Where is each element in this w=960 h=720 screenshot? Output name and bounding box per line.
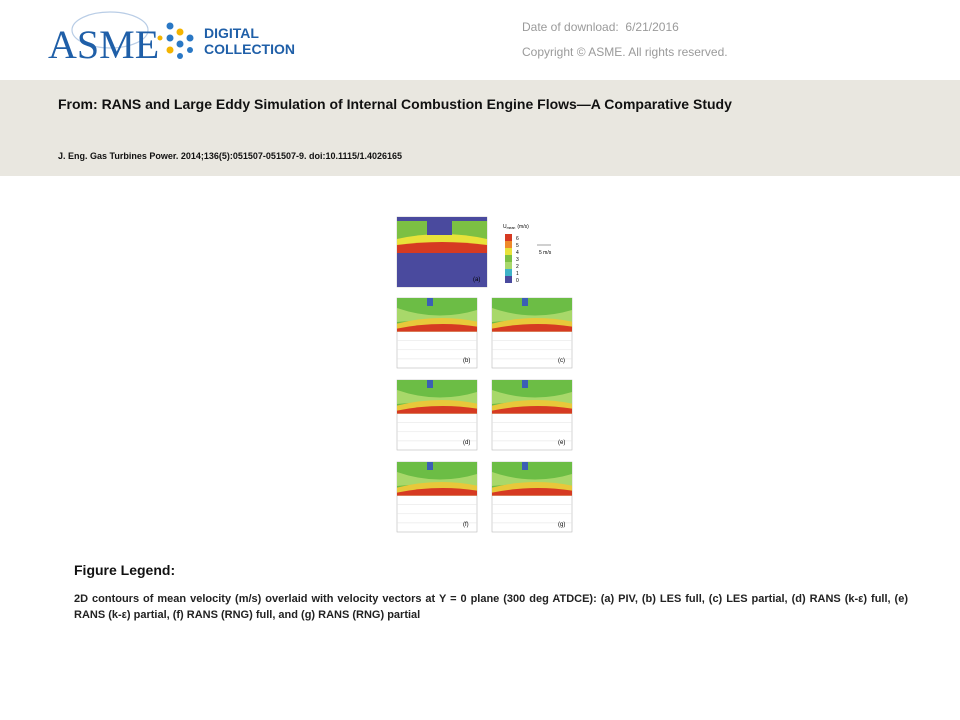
contour — [397, 488, 477, 496]
colorbar-tick: 3 — [516, 257, 519, 263]
title: RANS and Large Eddy Simulation of Intern… — [101, 96, 732, 112]
from-label: From: — [58, 96, 98, 112]
contour — [492, 308, 572, 322]
logo-digital: DIGITAL — [204, 25, 259, 41]
contour — [492, 488, 572, 496]
contour — [397, 324, 477, 332]
colorbar-title: Umean (m/s) — [503, 224, 529, 230]
colorbar-symbol: U — [503, 224, 507, 230]
colorbar-cell — [505, 269, 512, 276]
contour — [397, 472, 477, 486]
date-label: Date of download: — [522, 20, 619, 34]
colorbar-tick: 0 — [516, 278, 519, 284]
colorbar-subscript: mean — [507, 226, 516, 230]
logo: ASME DIGITAL COLLECTION — [48, 11, 295, 67]
contour — [427, 298, 433, 306]
panel-label: (f) — [463, 522, 469, 528]
panel-label: (d) — [463, 440, 470, 446]
colorbar-cell — [505, 234, 512, 241]
contour — [492, 406, 572, 414]
logo-swirl — [71, 11, 149, 49]
legend-heading: Figure Legend: — [74, 562, 176, 578]
colorbar-tick: 1 — [516, 271, 519, 277]
contour — [427, 462, 433, 470]
colorbar-tick: 4 — [516, 250, 519, 256]
logo-collection: COLLECTION — [204, 41, 295, 57]
article-title: From: RANS and Large Eddy Simulation of … — [58, 96, 732, 112]
copyright: Copyright © ASME. All rights reserved. — [522, 45, 728, 59]
colorbar-tick: 6 — [516, 236, 519, 242]
contour — [492, 324, 572, 332]
panel-label: (b) — [463, 358, 470, 364]
date: 6/21/2016 — [625, 20, 679, 34]
legend-caption: 2D contours of mean velocity (m/s) overl… — [74, 593, 908, 621]
logo-asme: ASME — [48, 22, 159, 67]
panel-label: (a) — [473, 277, 480, 283]
contour — [397, 390, 477, 404]
colorbar-tick: 2 — [516, 264, 519, 270]
contour — [492, 472, 572, 486]
citation: J. Eng. Gas Turbines Power. 2014;136(5):… — [58, 151, 403, 161]
panel-label: (g) — [558, 522, 565, 528]
contour — [427, 380, 433, 388]
colorbar-cell — [505, 241, 512, 248]
contour — [427, 217, 452, 235]
contour — [522, 462, 528, 470]
contour — [522, 380, 528, 388]
colorbar-cell — [505, 248, 512, 255]
panel-label: (c) — [558, 358, 565, 364]
logo-dots — [157, 22, 194, 59]
contour — [522, 298, 528, 306]
vector-scale: 5 m/s — [539, 250, 552, 256]
download-date: Date of download: 6/21/2016 — [522, 20, 679, 34]
colorbar-cell — [505, 255, 512, 262]
colorbar-cell — [505, 276, 512, 283]
colorbar-unit: (m/s) — [517, 224, 529, 230]
colorbar-tick: 5 — [516, 243, 519, 249]
contour — [397, 242, 487, 253]
contour — [492, 390, 572, 404]
panel-label: (e) — [558, 440, 565, 446]
contour — [397, 308, 477, 322]
title-band — [0, 80, 960, 176]
contour — [397, 406, 477, 414]
colorbar-cell — [505, 262, 512, 269]
